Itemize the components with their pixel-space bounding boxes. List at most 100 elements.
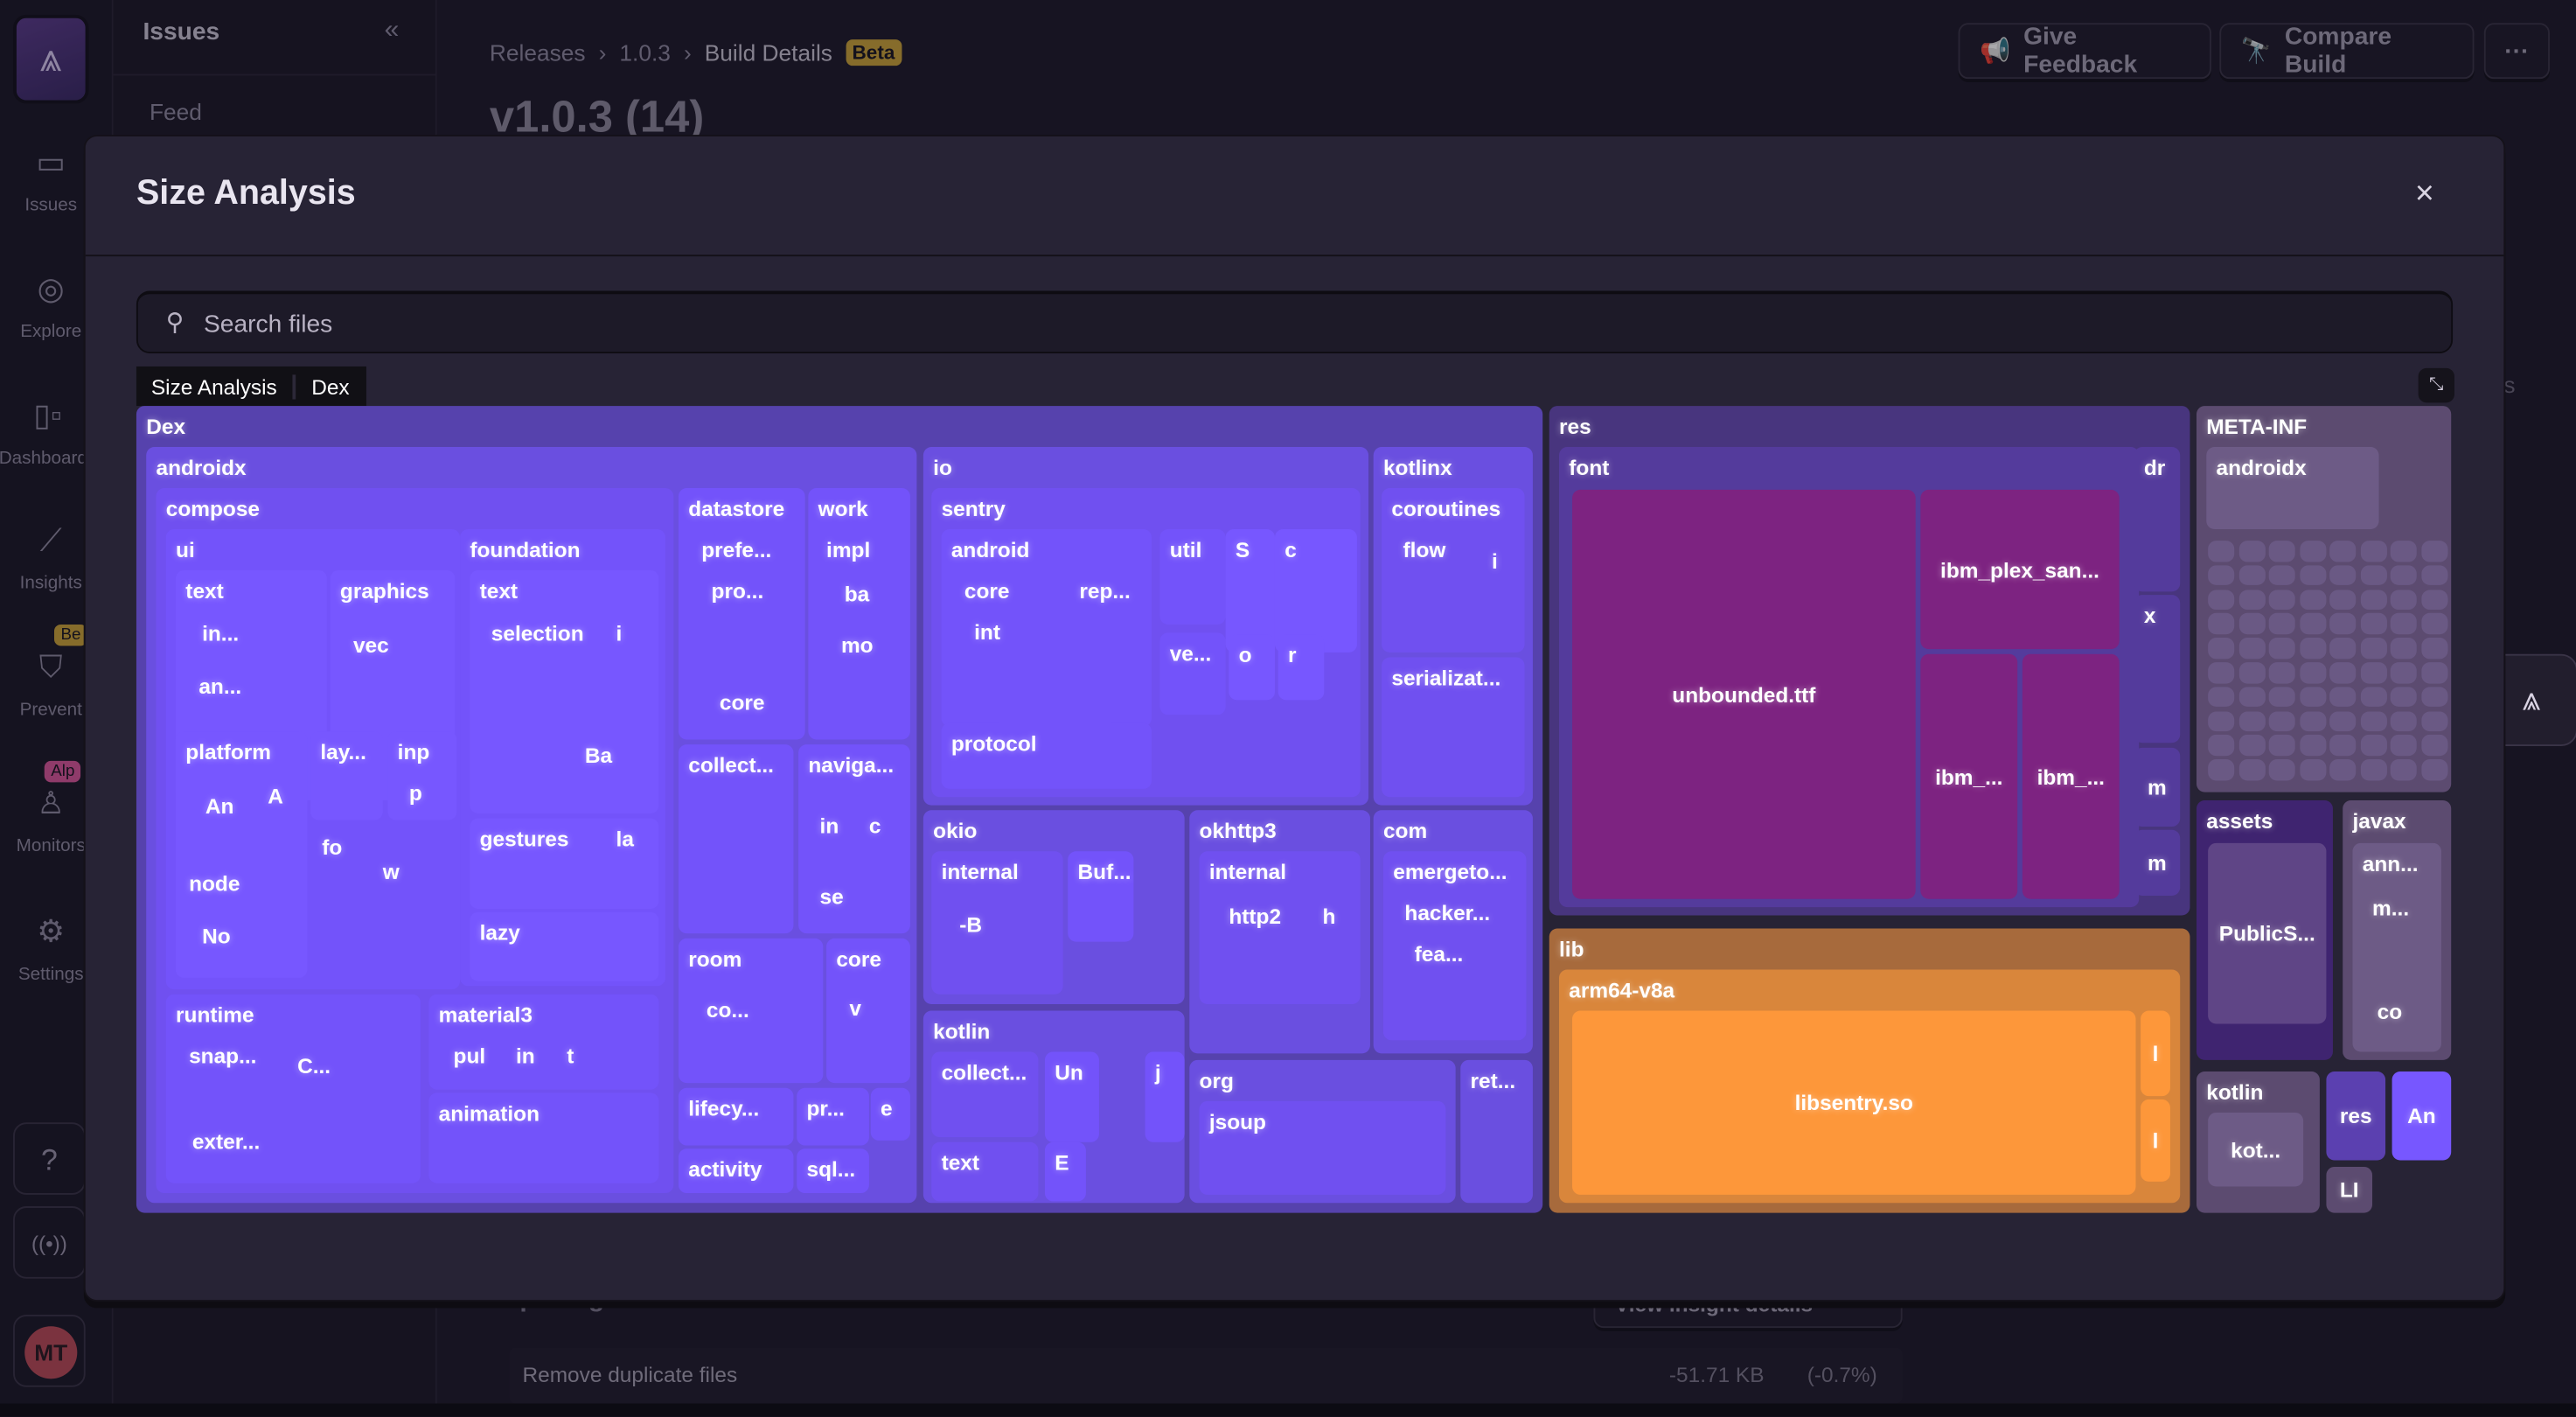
meta-inf-file-tile[interactable] [2359, 759, 2387, 780]
meta-inf-file-tile[interactable] [2238, 541, 2265, 562]
treemap-node-r[interactable]: r [1278, 634, 1325, 701]
treemap-node-buf[interactable]: Buf... [1068, 851, 1134, 942]
treemap-node-util[interactable]: util [1159, 528, 1226, 625]
meta-inf-file-tile[interactable] [2268, 638, 2295, 659]
treemap-node-coroutines[interactable]: coroutines [1382, 488, 1525, 653]
search-input[interactable]: ⚲ Search files [136, 290, 2454, 353]
treemap-node-prefe[interactable]: prefe... [692, 529, 790, 570]
treemap-node-rep[interactable]: rep... [1069, 570, 1152, 611]
meta-inf-file-tile[interactable] [2390, 638, 2417, 659]
treemap-node-m1[interactable]: m [2134, 747, 2181, 827]
meta-inf-file-tile[interactable] [2420, 710, 2447, 732]
treemap-node-e[interactable]: e [870, 1087, 910, 1141]
close-icon[interactable]: × [2414, 176, 2434, 213]
treemap-node-room[interactable]: room [678, 938, 824, 1084]
treemap-node-j[interactable]: j [1145, 1051, 1185, 1142]
meta-inf-file-tile[interactable] [2268, 735, 2295, 757]
treemap-node-serializat[interactable]: serializat... [1382, 657, 1525, 798]
meta-inf-file-tile[interactable] [2208, 564, 2235, 586]
treemap-node-okio-internal[interactable]: internal [931, 851, 1063, 995]
meta-inf-file-tile[interactable] [2329, 686, 2357, 708]
meta-inf-file-tile[interactable] [2208, 638, 2235, 659]
treemap-node-protocol[interactable]: protocol [941, 722, 1152, 789]
meta-inf-file-tile[interactable] [2329, 662, 2357, 683]
treemap-node-core2[interactable]: core [826, 938, 910, 1084]
treemap-node-gestures[interactable]: gestures [470, 818, 659, 909]
meta-inf-file-tile[interactable] [2420, 613, 2447, 635]
treemap-node-jm[interactable]: m... [2363, 888, 2420, 929]
treemap-node-flow[interactable]: flow [1393, 529, 1459, 570]
meta-inf-file-tile[interactable] [2238, 710, 2265, 732]
meta-inf-file-tile[interactable] [2208, 686, 2235, 708]
treemap-node-l2[interactable]: l [2141, 1099, 2170, 1182]
treemap-node-s-core[interactable]: core [955, 570, 1020, 611]
treemap-node-work[interactable]: work [808, 488, 910, 740]
treemap-node-ann[interactable]: ann... [2352, 842, 2441, 1052]
meta-inf-file-tile[interactable] [2208, 613, 2235, 635]
insight-row[interactable]: Remove duplicate files -51.71 KB (-0.7%) [509, 1347, 1903, 1404]
treemap-node-x[interactable]: x [2134, 595, 2181, 743]
treemap-node-res2[interactable]: res [2326, 1071, 2386, 1161]
meta-inf-file-tile[interactable] [2268, 686, 2295, 708]
treemap-node-pr[interactable]: pr... [797, 1087, 869, 1146]
treemap-node-lazy[interactable]: lazy [470, 911, 659, 981]
treemap-node-m3-t[interactable]: t [557, 1036, 590, 1077]
treemap-node-B[interactable]: -B [950, 904, 999, 945]
treemap-node-android[interactable]: android [941, 528, 1152, 727]
meta-inf-file-tile[interactable] [2238, 686, 2265, 708]
treemap-node-kot[interactable]: kot... [2208, 1112, 2304, 1187]
meta-inf-file-tile[interactable] [2299, 541, 2326, 562]
meta-inf-file-tile[interactable] [2420, 638, 2447, 659]
treemap-node-a-small[interactable]: A [258, 776, 291, 817]
meta-inf-file-tile[interactable] [2268, 541, 2295, 562]
meta-inf-file-tile[interactable] [2390, 564, 2417, 586]
treemap-node-node[interactable]: node [179, 862, 278, 904]
meta-inf-file-tile[interactable] [2359, 735, 2387, 757]
treemap-node-ba-cap[interactable]: Ba [575, 735, 624, 776]
treemap-node-ds-core[interactable]: core [710, 682, 776, 723]
crumb-dex[interactable]: Dex [311, 373, 350, 399]
meta-inf-file-tile[interactable] [2299, 686, 2326, 708]
nav-prevent[interactable]: ⛉ Prevent [0, 651, 101, 720]
treemap-node-fo[interactable]: fo [312, 827, 361, 868]
meta-inf-file-tile[interactable] [2268, 589, 2295, 611]
meta-inf-file-tile[interactable] [2420, 759, 2447, 780]
meta-inf-file-tile[interactable] [2329, 735, 2357, 757]
meta-inf-file-tile[interactable] [2208, 541, 2235, 562]
treemap-node-impl[interactable]: impl [817, 529, 882, 570]
treemap-node-animation[interactable]: animation [428, 1092, 659, 1183]
treemap-node-Un[interactable]: Un [1044, 1051, 1099, 1142]
compare-build-button[interactable]: 🔭 Compare Build [2219, 23, 2475, 80]
treemap-node-ibm3[interactable]: ibm_... [2022, 653, 2120, 899]
treemap-node-sql[interactable]: sql... [797, 1148, 869, 1194]
treemap-node-datastore[interactable]: datastore [678, 488, 805, 740]
treemap-node-fea[interactable]: fea... [1404, 933, 1470, 974]
meta-inf-file-tile[interactable] [2299, 613, 2326, 635]
meta-inf-file-tile[interactable] [2359, 541, 2387, 562]
meta-inf-file-tile[interactable] [2208, 759, 2235, 780]
treemap-node-f-i[interactable]: i [606, 613, 639, 654]
treemap-node-libsentry[interactable]: libsentry.so [1572, 1010, 2136, 1195]
treemap-node-w[interactable]: w [372, 851, 406, 892]
meta-inf-file-tile[interactable] [2299, 589, 2326, 611]
sidebar-item-feed[interactable]: Feed [149, 98, 202, 125]
treemap-node-m2[interactable]: m [2134, 829, 2181, 896]
treemap-node-snap[interactable]: snap... [179, 1036, 278, 1077]
treemap-node-S[interactable]: S [1225, 528, 1275, 653]
nav-monitors[interactable]: ♙ Monitors [0, 785, 101, 856]
meta-inf-file-tile[interactable] [2359, 662, 2387, 683]
meta-inf-file-tile[interactable] [2359, 613, 2387, 635]
treemap-node-pul[interactable]: pul [443, 1036, 492, 1077]
treemap-node-nav-in[interactable]: in [810, 806, 851, 847]
meta-inf-file-tile[interactable] [2329, 613, 2357, 635]
treemap-node-meta-androidx[interactable]: androidx [2206, 447, 2379, 529]
treemap-node-k-collect[interactable]: collect... [931, 1051, 1039, 1138]
treemap-node-lifecy[interactable]: lifecy... [678, 1087, 794, 1146]
treemap-node-m3-in[interactable]: in [506, 1036, 547, 1077]
meta-inf-file-tile[interactable] [2359, 686, 2387, 708]
meta-inf-file-tile[interactable] [2359, 638, 2387, 659]
treemap-node-E[interactable]: E [1044, 1141, 1086, 1202]
treemap-node-o[interactable]: o [1229, 634, 1275, 701]
nav-settings[interactable]: ⚙ Settings [0, 914, 101, 985]
treemap-node-f-text[interactable]: text [470, 569, 659, 814]
